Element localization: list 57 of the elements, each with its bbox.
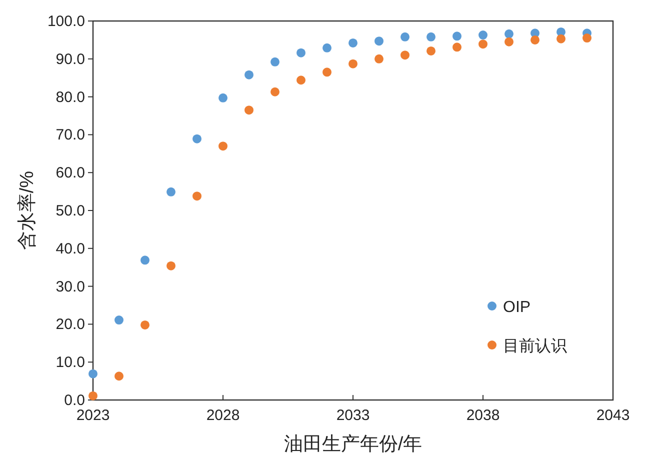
point [218,142,228,151]
point [114,316,124,325]
x-tick-label: 2023 [76,407,110,424]
point [114,372,124,381]
point [322,68,332,77]
point [556,34,566,44]
y-tick-label: 0.0 [64,392,85,409]
point [88,391,98,400]
point [166,261,176,270]
x-tick-label: 2028 [206,407,240,424]
legend-label: 目前认识 [503,337,567,355]
y-tick-label: 20.0 [56,316,85,334]
point [582,34,592,43]
x-tick-label: 2033 [336,407,370,424]
point [88,369,98,378]
y-tick-label: 40.0 [56,240,85,258]
point [530,35,540,44]
y-tick-label: 50.0 [56,202,85,220]
y-tick-label: 90.0 [56,50,85,68]
point [504,29,514,38]
point [192,134,202,144]
y-tick-label: 100.0 [47,13,85,30]
point [348,59,358,68]
y-tick-label: 10.0 [56,354,85,372]
point [244,106,254,115]
point [322,43,332,52]
point [296,48,306,58]
point [504,37,514,46]
point [244,70,254,80]
point [400,50,410,60]
point [478,30,488,40]
point [478,40,488,49]
point [374,54,384,64]
point [296,76,306,85]
point [374,36,384,46]
y-axis-title: 含水率/% [16,170,38,250]
legend-label: OIP [503,299,531,316]
x-tick-label: 2043 [596,407,630,424]
point [426,32,436,42]
point [192,192,202,201]
point [426,46,436,56]
x-tick-label: 2038 [466,407,500,424]
point [270,87,280,96]
point [166,187,176,196]
point [400,32,410,42]
y-tick-label: 70.0 [56,126,85,144]
point [452,32,462,41]
x-axis-title: 油田生产年份/年 [284,434,422,455]
y-tick-label: 30.0 [56,278,85,296]
point [270,57,280,66]
y-tick-label: 80.0 [56,88,85,106]
point [452,42,462,52]
point [140,256,150,265]
point [140,320,150,330]
point [218,93,228,102]
y-tick-label: 60.0 [56,164,85,182]
point [348,38,358,48]
